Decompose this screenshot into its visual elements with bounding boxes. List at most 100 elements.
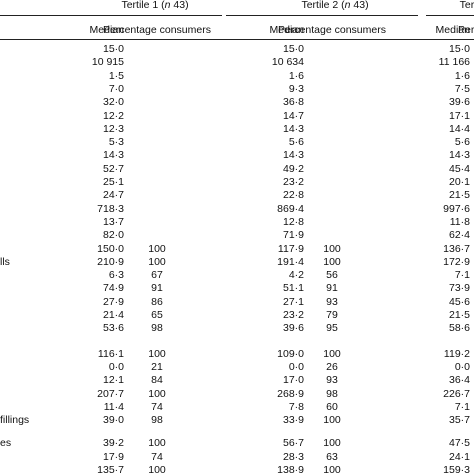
cell-t3-median: 159·3: [443, 464, 470, 476]
tertile-count: 43): [170, 0, 189, 11]
cell-t2-median: 1·6: [288, 69, 304, 82]
tertile-2-title: Tertile 2 (n 43): [270, 0, 400, 11]
cell-t2-median: 12·8: [282, 215, 304, 228]
tertile-1-rule-top: [0, 15, 222, 16]
cell-t2-median: 51·1: [282, 282, 304, 295]
cell-t1-pct: 86: [151, 295, 163, 308]
cell-t3-median: 14·4: [448, 122, 470, 135]
cell-t3-median: 119·2: [443, 347, 470, 360]
cell-t3-median: 73·9: [448, 282, 470, 295]
cell-t2-pct: 93: [326, 374, 338, 387]
cell-t2-pct: 56: [326, 269, 338, 282]
cell-t2-pct: 100: [323, 347, 341, 360]
cell-t2-median: 14·3: [282, 122, 304, 135]
cell-t2-pct: 100: [323, 464, 341, 476]
cell-t2-median: 869·4: [277, 202, 304, 215]
cell-t1-median: 15·0: [102, 43, 124, 55]
tertile-label: Tertile 3: [459, 0, 474, 11]
col-header-pct-t1: Percentage consumers: [103, 24, 211, 36]
cell-t1-median: 1·5: [108, 69, 124, 82]
cell-t3-median: 14·3: [448, 149, 470, 162]
cell-t1-pct: 67: [151, 269, 163, 282]
cell-t3-median: 35·7: [448, 414, 470, 427]
cell-t2-median: 23·2: [282, 176, 304, 188]
cell-t1-pct: 98: [151, 414, 163, 427]
cell-t2-pct: 100: [323, 242, 341, 255]
cell-t3-median: 7·1: [454, 400, 470, 413]
col-header-pct-t2: Percentage consumers: [278, 24, 386, 36]
row-label: lls: [0, 255, 10, 268]
cell-t1-pct: 100: [148, 255, 166, 268]
tertile-n-symbol: n: [344, 0, 351, 11]
cell-t2-median: 268·9: [277, 387, 304, 400]
cell-t1-median: 12·1: [102, 374, 124, 387]
cell-t2-median: 14·7: [282, 109, 304, 122]
tertile-label: Tertile 2 (: [301, 0, 345, 11]
cell-t2-median: 138·9: [277, 464, 304, 476]
cell-t1-pct: 74: [151, 450, 163, 463]
cell-t1-median: 39·0: [102, 414, 124, 427]
cell-t2-pct: 63: [326, 450, 338, 463]
cell-t1-median: 150·0: [97, 242, 124, 255]
cell-t1-median: 210·9: [97, 255, 124, 268]
cell-t2-median: 109·0: [277, 347, 304, 360]
cell-t1-median: 82·0: [102, 229, 124, 242]
cell-t2-median: 36·8: [282, 96, 304, 109]
cell-t2-median: 23·2: [282, 309, 304, 321]
cell-t2-median: 7·8: [288, 400, 304, 413]
cell-t1-median: 0·0: [108, 360, 124, 373]
cell-t2-pct: 26: [326, 360, 338, 373]
cell-t2-pct: 60: [326, 400, 338, 413]
cell-t3-median: 24·1: [448, 450, 470, 463]
cell-t1-median: 7·0: [108, 82, 124, 95]
cell-t2-median: 15·0: [282, 43, 304, 55]
cell-t1-median: 39·2: [102, 437, 124, 450]
col-header-pct-t3: Perce: [458, 24, 474, 36]
col-header-median-t2: Median: [269, 24, 304, 36]
cell-t2-median: 27·1: [282, 295, 304, 308]
cell-t1-pct: 21: [151, 360, 163, 373]
cell-t1-median: 5·3: [108, 136, 124, 149]
cell-t1-median: 74·9: [102, 282, 124, 295]
cell-t3-median: 7·1: [454, 269, 470, 282]
cell-t3-median: 226·7: [443, 387, 470, 400]
cell-t2-pct: 79: [326, 309, 338, 321]
cell-t1-median: 21·4: [102, 309, 124, 321]
cell-t3-median: 172·9: [443, 255, 470, 268]
cell-t2-median: 22·8: [282, 189, 304, 202]
cell-t1-median: 135·7: [97, 464, 124, 476]
cell-t2-pct: 91: [326, 282, 338, 295]
cell-t3-median: 5·6: [454, 136, 470, 149]
cell-t3-median: 39·6: [448, 96, 470, 109]
row-label: fillings: [0, 414, 30, 427]
cell-t2-median: 17·0: [282, 374, 304, 387]
cell-t1-median: 32·0: [102, 96, 124, 109]
cell-t2-pct: 98: [326, 387, 338, 400]
cell-t3-median: 45·4: [448, 162, 470, 175]
cell-t1-pct: 100: [148, 242, 166, 255]
col-header-median-t1: Median: [89, 24, 124, 36]
cell-t1-median: 6·3: [108, 269, 124, 282]
cell-t2-median: 49·2: [282, 162, 304, 175]
tertile-1-title: Tertile 1 (n 43): [90, 0, 220, 11]
cell-t2-median: 10 634: [271, 56, 304, 69]
cell-t2-median: 5·6: [288, 136, 304, 149]
cell-t1-median: 25·1: [102, 176, 124, 188]
cell-t2-median: 4·2: [288, 269, 304, 282]
cell-t3-median: 20·1: [448, 176, 470, 188]
cell-t2-pct: 100: [323, 437, 341, 450]
tertile-label: Tertile 1 (: [121, 0, 165, 11]
tertile-n-symbol: n: [164, 0, 171, 11]
cell-t3-median: 58·6: [448, 322, 470, 335]
cell-t3-median: 15·0: [448, 43, 470, 55]
cell-t2-median: 117·9: [277, 242, 304, 255]
col-header-median-t3: Median: [435, 24, 470, 36]
cell-t3-median: 7·5: [454, 82, 470, 95]
cell-t1-median: 53·6: [102, 322, 124, 335]
cell-t1-median: 24·7: [102, 189, 124, 202]
cell-t2-median: 28·3: [282, 450, 304, 463]
cell-t1-pct: 84: [151, 374, 163, 387]
cell-t1-median: 14·3: [102, 149, 124, 162]
row-label: es: [0, 437, 12, 450]
